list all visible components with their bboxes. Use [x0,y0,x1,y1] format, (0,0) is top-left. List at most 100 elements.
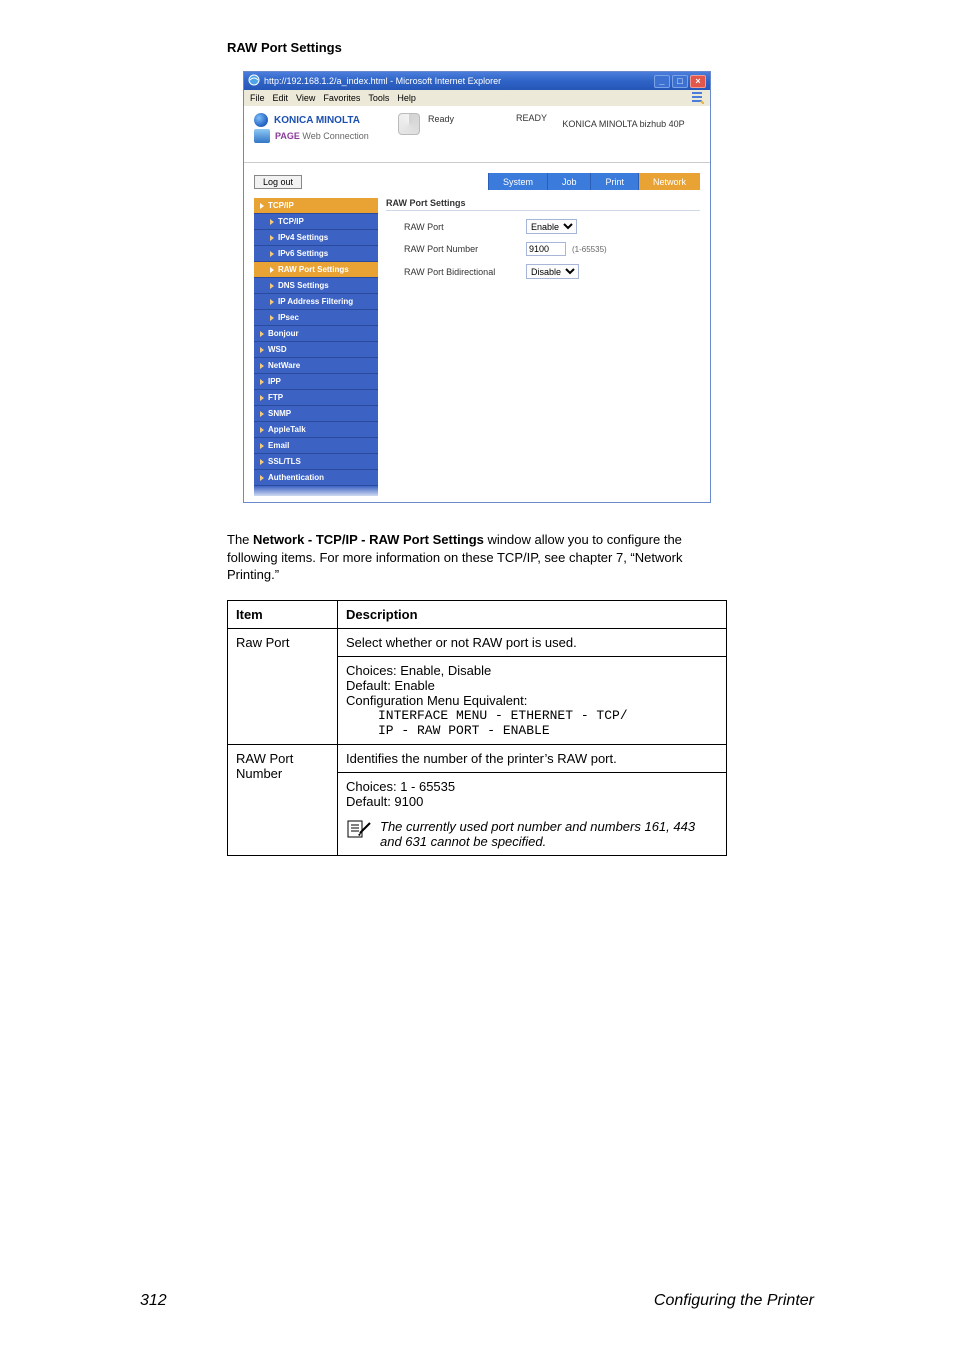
page-number: 312 [140,1292,167,1310]
sidebar-item-email[interactable]: Email [254,438,378,454]
sidebar-item-ipp[interactable]: IPP [254,374,378,390]
ie-icon [248,74,260,88]
desc-cell: Identifies the number of the printer’s R… [338,744,727,772]
sidebar-item-label: IPP [268,377,281,386]
pagescope-label: PAGE Web Connection [275,131,369,141]
maximize-icon[interactable]: □ [672,75,688,88]
section-heading: RAW Port Settings [227,40,727,55]
desc-cell: Choices: Enable, Disable Default: Enable… [338,656,727,744]
tab-system[interactable]: System [488,173,547,190]
sidebar-item-label: SNMP [268,409,291,418]
sidebar-item-ssl-tls[interactable]: SSL/TLS [254,454,378,470]
sidebar-item-label: TCP/IP [268,201,294,210]
printer-status-icon [398,113,420,135]
th-desc: Description [338,600,727,628]
sidebar-item-ip-address-filtering[interactable]: IP Address Filtering [254,294,378,310]
sidebar-item-label: AppleTalk [268,425,306,434]
sidebar-item-tcp-ip[interactable]: TCP/IP [254,198,378,214]
th-item: Item [228,600,338,628]
panel-title: RAW Port Settings [386,198,700,211]
tab-network[interactable]: Network [638,173,700,190]
sidebar-item-label: IPv6 Settings [278,249,328,258]
menu-help[interactable]: Help [397,93,416,103]
raw-port-number-range: (1-65535) [572,245,607,254]
sidebar-item-label: IPv4 Settings [278,233,328,242]
menu-edit[interactable]: Edit [273,93,289,103]
browser-window: http://192.168.1.2/a_index.html - Micros… [243,71,711,503]
desc-cell: Select whether or not RAW port is used. [338,628,727,656]
chevron-right-icon [270,235,274,241]
sidebar-item-netware[interactable]: NetWare [254,358,378,374]
chevron-right-icon [260,475,264,481]
desc-cell: Choices: 1 - 65535 Default: 9100 The cur… [338,772,727,855]
tab-job[interactable]: Job [547,173,591,190]
sidebar-item-appletalk[interactable]: AppleTalk [254,422,378,438]
sidebar-item-tcp-ip[interactable]: TCP/IP [254,214,378,230]
page-body: KONICA MINOLTA PAGE Web Connection Ready [244,107,710,502]
chevron-right-icon [260,427,264,433]
pagescope-icon [254,129,270,143]
raw-port-number-label: RAW Port Number [386,244,526,254]
chevron-right-icon [260,331,264,337]
raw-port-bidir-select[interactable]: Disable [526,264,579,279]
minimize-icon[interactable]: _ [654,75,670,88]
sidebar-item-authentication[interactable]: Authentication [254,470,378,486]
brand-name: KONICA MINOLTA [274,115,360,126]
log-out-button[interactable]: Log out [254,175,302,189]
note-text: The currently used port number and numbe… [380,819,718,849]
sidebar-item-label: DNS Settings [278,281,329,290]
sidebar-item-label: RAW Port Settings [278,265,349,274]
sidebar-item-label: Email [268,441,289,450]
page-footer: 312 Configuring the Printer [0,1292,954,1310]
chevron-right-icon [270,283,274,289]
nav-fade [254,486,378,496]
sidebar-item-label: SSL/TLS [268,457,301,466]
menu-favorites[interactable]: Favorites [323,93,360,103]
sidebar-item-bonjour[interactable]: Bonjour [254,326,378,342]
chevron-right-icon [270,267,274,273]
menu-view[interactable]: View [296,93,315,103]
chevron-right-icon [260,363,264,369]
sidebar-item-label: Authentication [268,473,324,482]
menu-tools[interactable]: Tools [368,93,389,103]
page-content: TCP/IP TCP/IP IPv4 Settings IPv6 Settings RA… [244,198,710,502]
chevron-right-icon [260,347,264,353]
sidebar-item-label: FTP [268,393,283,402]
chevron-right-icon [260,459,264,465]
item-cell: Raw Port [228,628,338,744]
chevron-right-icon [260,443,264,449]
field-raw-port: RAW Port Enable [386,215,700,238]
menu-file[interactable]: File [250,93,265,103]
sidebar-item-dns-settings[interactable]: DNS Settings [254,278,378,294]
sidebar-item-label: WSD [268,345,287,354]
sidebar-item-label: NetWare [268,361,300,370]
help-icon[interactable] [690,90,704,106]
sidebar-item-label: Bonjour [268,329,299,338]
chevron-right-icon [260,411,264,417]
sidebar-item-label: IPsec [278,313,299,322]
note-icon [346,819,372,842]
status-message: READY [516,113,547,135]
close-icon[interactable]: × [690,75,706,88]
sidebar-item-ipsec[interactable]: IPsec [254,310,378,326]
table-row: Raw Port Select whether or not RAW port … [228,628,727,656]
sidebar-item-ipv6-settings[interactable]: IPv6 Settings [254,246,378,262]
sidebar-item-raw-port-settings[interactable]: RAW Port Settings [254,262,378,278]
sidebar-item-wsd[interactable]: WSD [254,342,378,358]
model-name: KONICA MINOLTA bizhub 40P [547,113,700,129]
status-block: Ready READY [398,113,547,135]
chevron-right-icon [270,251,274,257]
raw-port-label: RAW Port [386,222,526,232]
raw-port-number-input[interactable] [526,242,566,256]
sidebar-item-ftp[interactable]: FTP [254,390,378,406]
tab-print[interactable]: Print [590,173,638,190]
table-row: RAW Port Number Identifies the number of… [228,744,727,772]
sidebar-item-snmp[interactable]: SNMP [254,406,378,422]
raw-port-select[interactable]: Enable [526,219,577,234]
browser-titlebar: http://192.168.1.2/a_index.html - Micros… [244,72,710,90]
browser-menubar: File Edit View Favorites Tools Help [244,90,710,107]
chevron-right-icon [270,315,274,321]
chevron-right-icon [270,299,274,305]
sidebar-item-ipv4-settings[interactable]: IPv4 Settings [254,230,378,246]
sidebar-item-label: IP Address Filtering [278,297,353,306]
